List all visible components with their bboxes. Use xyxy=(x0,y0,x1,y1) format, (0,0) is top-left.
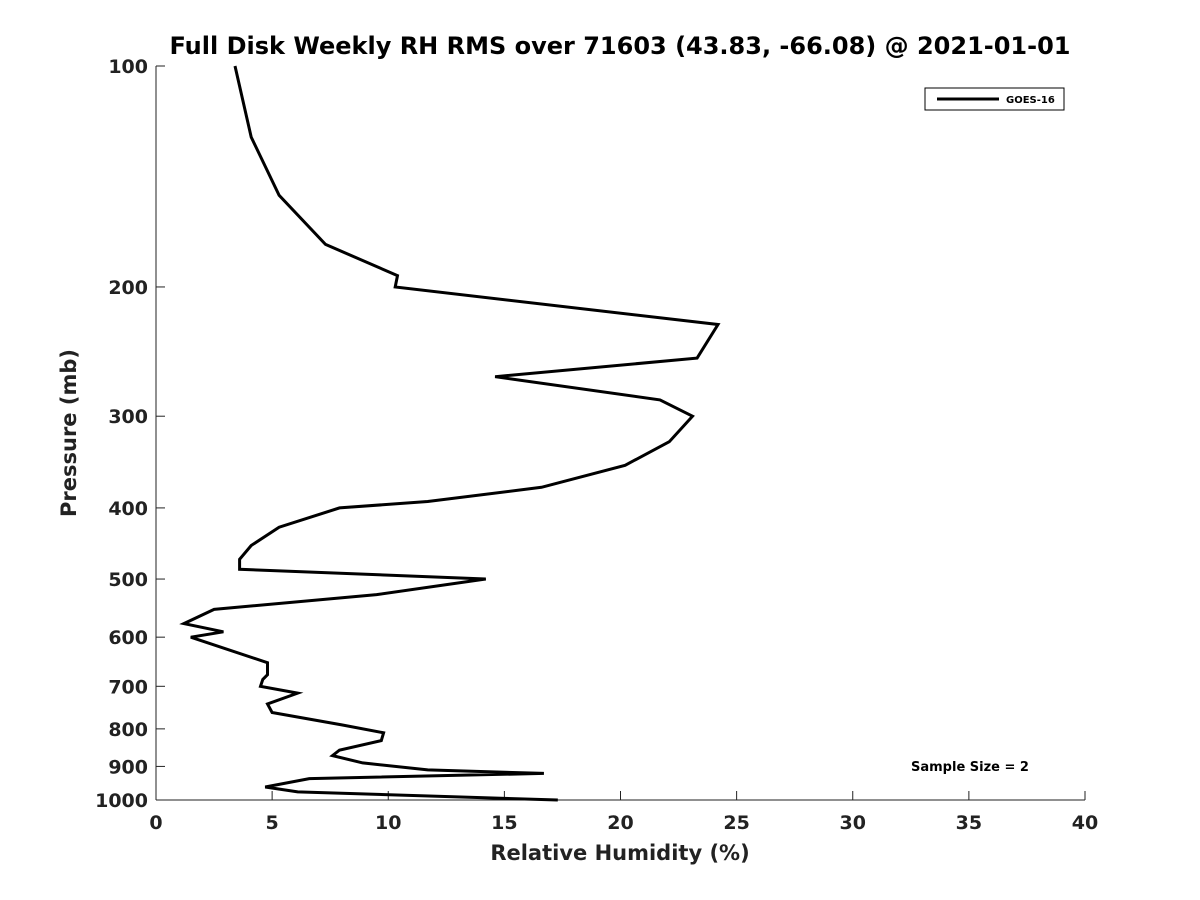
sample-size-annotation: Sample Size = 2 xyxy=(911,760,1029,775)
y-tick-label: 700 xyxy=(108,676,148,698)
y-tick-label: 1000 xyxy=(95,790,148,812)
y-tick-label: 200 xyxy=(108,277,148,299)
x-tick-label: 30 xyxy=(840,812,866,834)
x-tick-label: 15 xyxy=(491,812,517,834)
x-tick-label: 10 xyxy=(375,812,401,834)
ticks: 0 5 10 15 20 25 30 35 40 100 200 300 400 500 600 700 800… xyxy=(95,56,1098,834)
x-tick-label: 20 xyxy=(607,812,633,834)
plot-area xyxy=(179,65,721,802)
x-tick-label: 35 xyxy=(956,812,982,834)
y-tick-label: 400 xyxy=(108,498,148,520)
y-tick-label: 800 xyxy=(108,719,148,741)
x-axis-label: Relative Humidity (%) xyxy=(490,841,749,865)
y-tick-label: 300 xyxy=(108,406,148,428)
y-tick-label: 500 xyxy=(108,569,148,591)
axes xyxy=(155,66,1085,801)
x-tick-label: 0 xyxy=(149,812,162,834)
chart-title: Full Disk Weekly RH RMS over 71603 (43.8… xyxy=(169,32,1070,60)
y-tick-label: 100 xyxy=(108,56,148,78)
x-tick-label: 25 xyxy=(723,812,749,834)
legend: GOES-16 xyxy=(924,87,1065,111)
x-tick-label: 5 xyxy=(266,812,279,834)
y-axis-label: Pressure (mb) xyxy=(57,349,81,517)
y-tick-label: 600 xyxy=(108,627,148,649)
x-tick-label: 40 xyxy=(1072,812,1098,834)
legend-label: GOES-16 xyxy=(1006,95,1055,106)
y-tick-label: 900 xyxy=(108,756,148,778)
series-line xyxy=(179,65,721,802)
